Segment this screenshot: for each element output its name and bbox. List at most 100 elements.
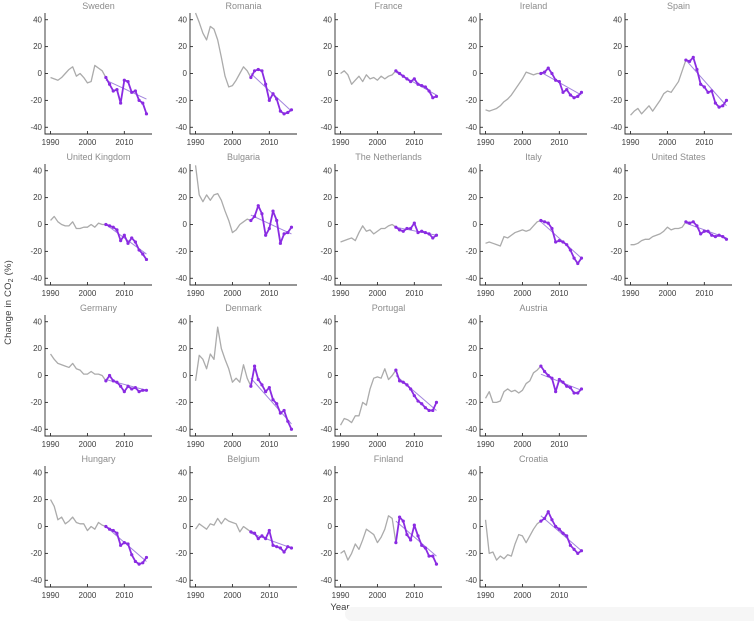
data-point-marker bbox=[401, 380, 405, 384]
data-point-marker bbox=[137, 562, 141, 566]
axis-lines bbox=[189, 466, 297, 588]
data-point-marker bbox=[252, 69, 257, 73]
data-point-marker bbox=[565, 534, 569, 538]
x-tick-label: 2000 bbox=[79, 289, 97, 298]
data-point-marker bbox=[576, 551, 580, 555]
data-point-marker bbox=[554, 240, 558, 244]
data-point-marker bbox=[130, 387, 134, 391]
facet-title: Spain bbox=[667, 1, 690, 11]
y-tick-label: -20 bbox=[465, 398, 477, 407]
data-point-marker bbox=[568, 543, 572, 547]
data-point-marker bbox=[275, 97, 279, 101]
x-tick-label: 2010 bbox=[550, 289, 568, 298]
x-tick-label: 2000 bbox=[224, 591, 242, 600]
x-tick-label: 2010 bbox=[115, 440, 133, 449]
data-point-marker bbox=[137, 248, 141, 252]
x-tick-label: 2010 bbox=[405, 591, 423, 600]
y-tick-label: 0 bbox=[183, 220, 188, 229]
data-point-marker bbox=[267, 98, 271, 102]
y-tick-label: 20 bbox=[468, 193, 477, 202]
history-line bbox=[340, 70, 397, 85]
y-tick-label: -40 bbox=[175, 576, 187, 585]
highlight-line bbox=[104, 223, 148, 261]
data-point-marker bbox=[126, 384, 130, 388]
data-point-marker bbox=[144, 555, 149, 560]
y-tick-label: -40 bbox=[175, 274, 187, 283]
data-point-marker bbox=[264, 390, 268, 394]
facet-united-states: United States 40 20 0 -20 -40 1990 2000 2010 bbox=[608, 151, 753, 302]
facet-grid: Sweden 40 20 0 -20 -40 1990 2000 2010 Romania 40 20… bbox=[28, 0, 753, 604]
axis-lines bbox=[624, 164, 732, 286]
x-tick-label: 2010 bbox=[260, 289, 278, 298]
y-tick-label: 20 bbox=[468, 344, 477, 353]
y-tick-label: -20 bbox=[175, 247, 187, 256]
y-tick-label: -40 bbox=[320, 274, 332, 283]
trend-line bbox=[250, 73, 292, 112]
y-tick-label: 40 bbox=[323, 317, 332, 326]
data-point-marker bbox=[282, 550, 286, 554]
data-point-marker bbox=[104, 75, 108, 80]
x-tick-label: 2010 bbox=[695, 138, 713, 147]
y-tick-label: 0 bbox=[38, 522, 43, 531]
axis-lines bbox=[624, 13, 732, 135]
x-tick-label: 1990 bbox=[187, 591, 205, 600]
data-point-marker bbox=[546, 510, 550, 514]
data-point-marker bbox=[111, 225, 115, 229]
trend-line bbox=[540, 71, 582, 96]
x-tick-label: 1990 bbox=[42, 440, 60, 449]
facet-austria: Austria 40 20 0 -20 -40 1990 2000 2010 bbox=[463, 302, 608, 453]
data-point-marker bbox=[278, 411, 282, 415]
data-point-marker bbox=[568, 93, 572, 97]
highlight-line bbox=[539, 365, 583, 394]
data-point-marker bbox=[561, 380, 565, 384]
y-tick-label: 20 bbox=[323, 193, 332, 202]
x-tick-label: 1990 bbox=[42, 138, 60, 147]
data-point-marker bbox=[275, 545, 279, 549]
x-tick-label: 2010 bbox=[115, 289, 133, 298]
y-tick-label: -40 bbox=[30, 576, 42, 585]
data-point-marker bbox=[427, 89, 431, 93]
data-point-marker bbox=[286, 545, 290, 549]
data-point-marker bbox=[572, 547, 576, 551]
data-point-marker bbox=[542, 220, 547, 224]
facet-title: Finland bbox=[374, 454, 404, 464]
axis-lines bbox=[44, 13, 152, 135]
data-point-marker bbox=[550, 226, 554, 231]
data-point-marker bbox=[104, 379, 108, 383]
data-point-marker bbox=[252, 364, 257, 368]
axis-lines bbox=[479, 13, 587, 135]
data-point-marker bbox=[264, 82, 268, 86]
data-point-marker bbox=[434, 562, 439, 566]
x-tick-label: 2000 bbox=[659, 289, 677, 298]
data-point-marker bbox=[141, 388, 145, 392]
y-tick-label: 20 bbox=[468, 495, 477, 504]
highlight-line bbox=[249, 529, 293, 553]
data-point-marker bbox=[286, 230, 290, 235]
y-axis-label-wrap: Change in CO2 (%) bbox=[1, 0, 17, 604]
data-point-marker bbox=[122, 390, 126, 394]
data-point-marker bbox=[434, 233, 439, 237]
data-point-marker bbox=[289, 108, 294, 112]
y-tick-label: 0 bbox=[473, 371, 478, 380]
axis-lines bbox=[44, 164, 152, 286]
data-point-marker bbox=[568, 248, 572, 252]
x-tick-label: 2000 bbox=[369, 440, 387, 449]
data-point-marker bbox=[282, 232, 286, 236]
data-point-marker bbox=[256, 537, 260, 541]
facet-croatia: Croatia 40 20 0 -20 -40 1990 2000 2010 bbox=[463, 453, 608, 604]
y-tick-label: 0 bbox=[473, 69, 478, 78]
y-tick-label: 20 bbox=[33, 42, 42, 51]
facet-title: Germany bbox=[80, 303, 118, 313]
data-point-marker bbox=[546, 66, 550, 70]
data-point-marker bbox=[111, 379, 115, 383]
highlight-line bbox=[394, 516, 438, 566]
data-point-marker bbox=[405, 77, 409, 81]
trend-line bbox=[105, 79, 147, 100]
y-tick-label: 40 bbox=[468, 468, 477, 477]
facet-germany: Germany 40 20 0 -20 -40 1990 2000 2010 bbox=[28, 302, 173, 453]
facet-title: United States bbox=[651, 152, 706, 162]
facet-title: Romania bbox=[225, 1, 261, 11]
data-point-marker bbox=[550, 518, 554, 522]
